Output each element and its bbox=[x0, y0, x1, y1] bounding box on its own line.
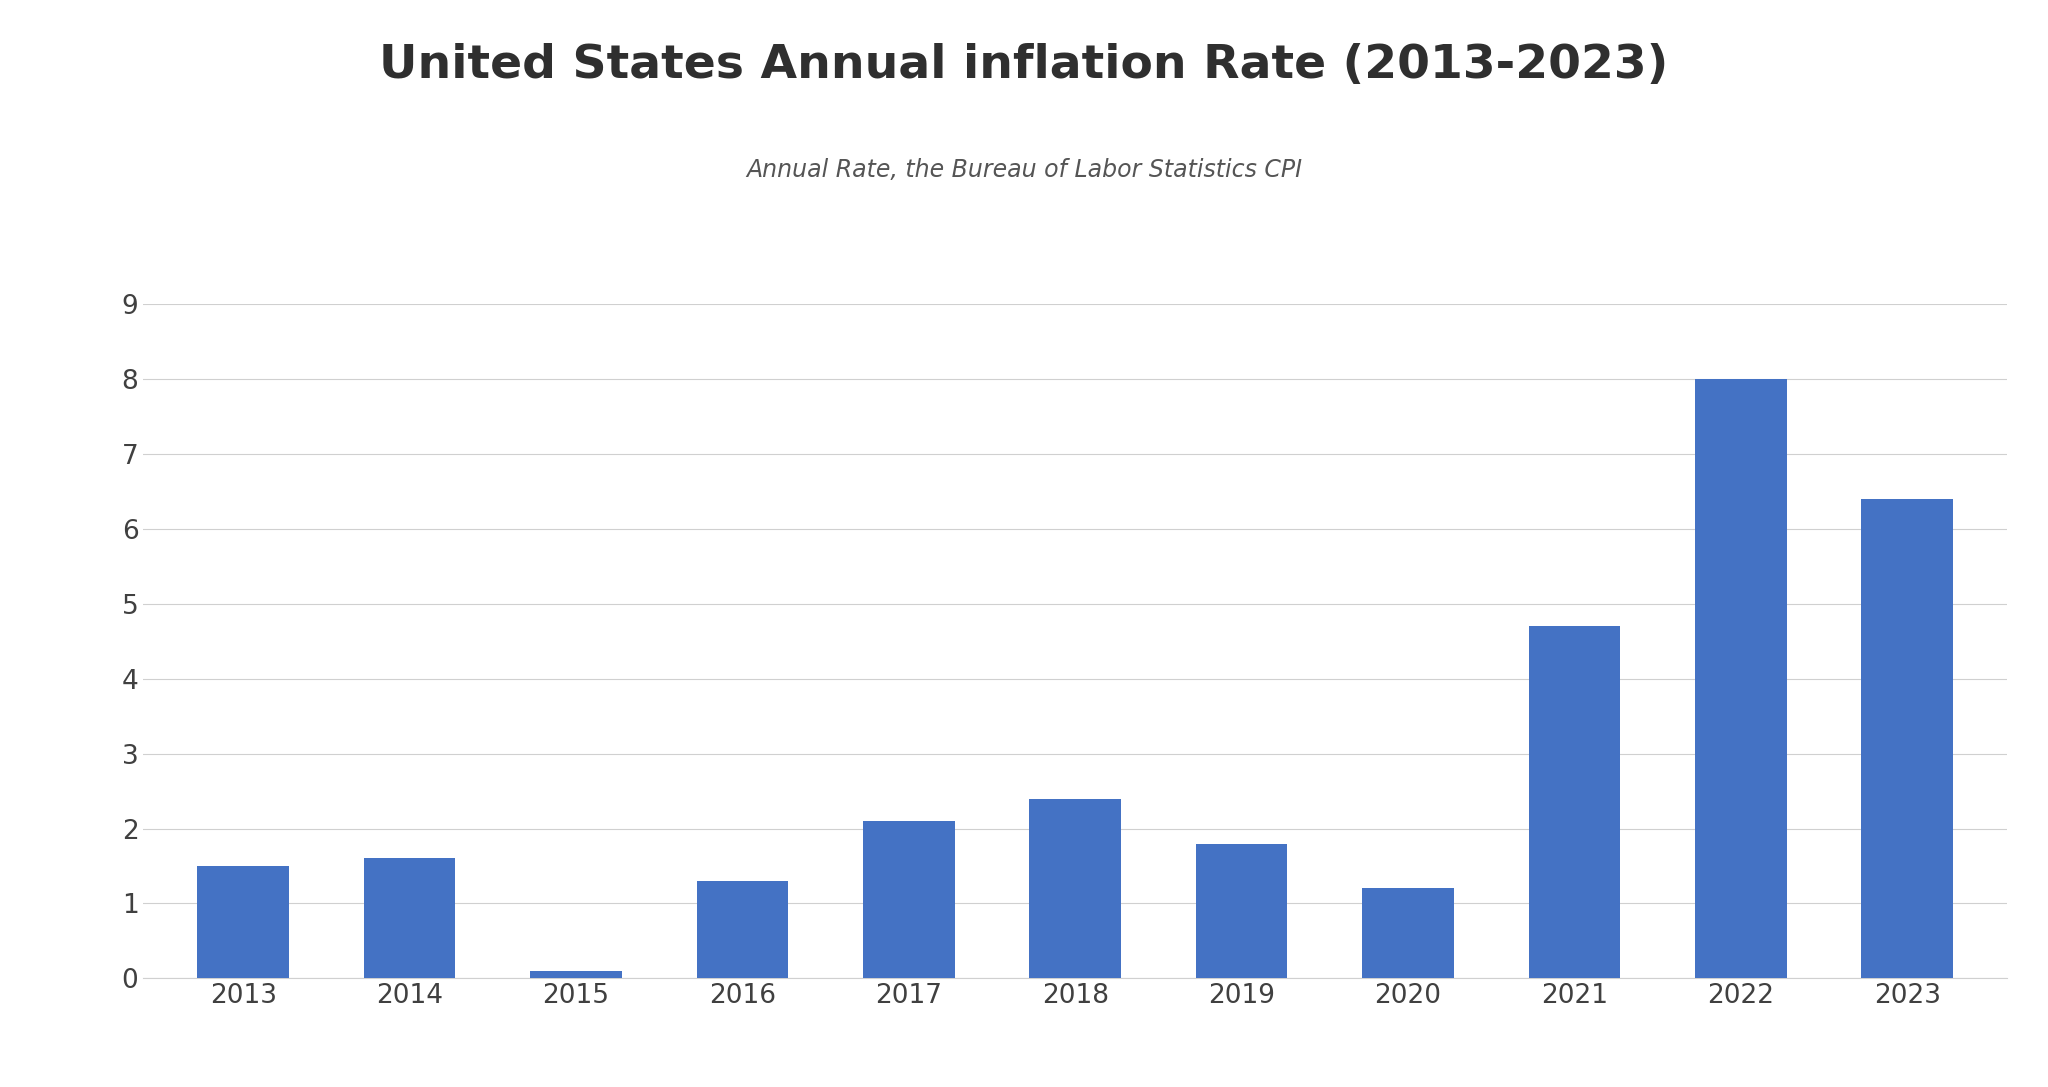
Bar bbox=[696, 880, 788, 978]
Bar bbox=[530, 971, 623, 978]
Bar bbox=[1862, 499, 1954, 978]
Bar bbox=[197, 866, 289, 978]
Bar bbox=[365, 859, 455, 978]
Text: Annual Rate, the Bureau of Labor Statistics CPI: Annual Rate, the Bureau of Labor Statist… bbox=[745, 158, 1303, 182]
Bar bbox=[1030, 799, 1120, 978]
Bar bbox=[862, 821, 954, 978]
Bar bbox=[1196, 844, 1288, 978]
Bar bbox=[1528, 626, 1620, 978]
Text: United States Annual inflation Rate (2013-2023): United States Annual inflation Rate (201… bbox=[379, 43, 1669, 88]
Bar bbox=[1362, 888, 1454, 978]
Bar bbox=[1696, 379, 1786, 978]
